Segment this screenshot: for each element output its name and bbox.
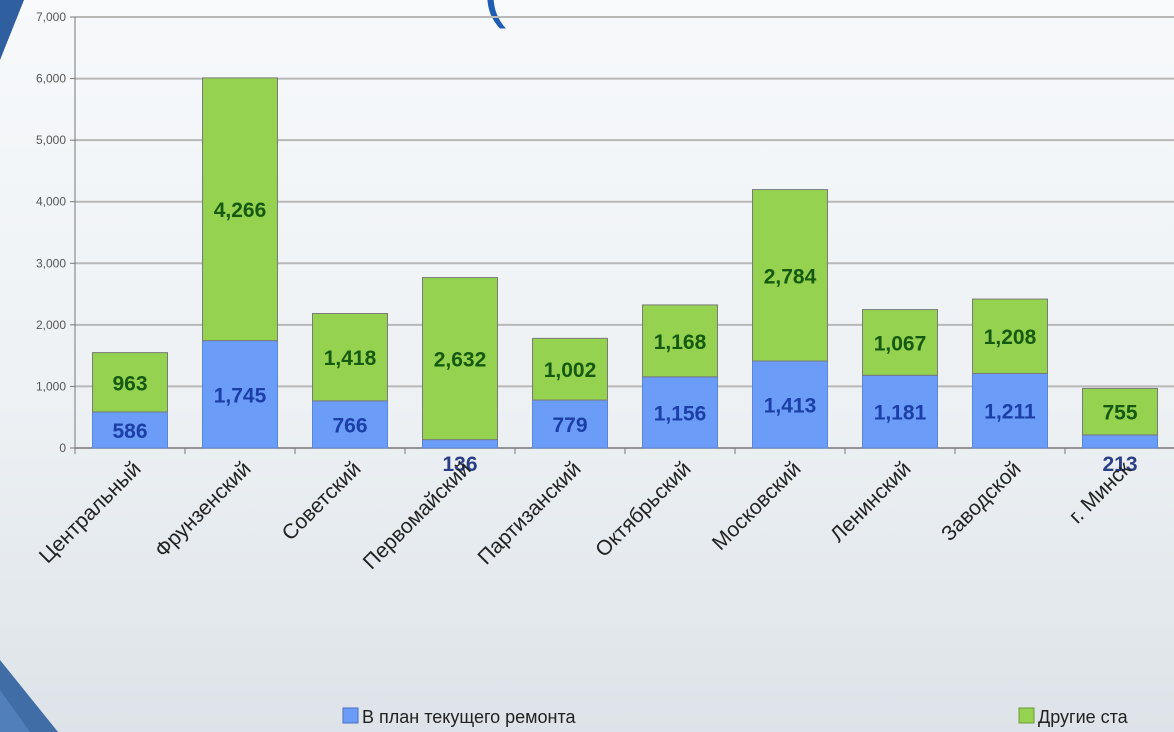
data-label-series0: 1,156	[654, 402, 707, 425]
bar-segment-series0[interactable]	[862, 374, 938, 449]
legend-label-series0: В план текущего ремонта	[362, 707, 577, 727]
bar-segment-series1[interactable]	[422, 277, 498, 441]
category-label: Ленинский	[826, 457, 915, 546]
bar-segment-series1[interactable]	[312, 313, 388, 402]
category-label: г. Минск	[1065, 457, 1136, 528]
y-tick-label: 5,000	[36, 133, 66, 147]
data-labels: 586 963 1,745 4,266 766 1,418 136 2,632 779 1,002…	[112, 199, 1137, 476]
legend-swatch-series0	[342, 707, 359, 724]
data-label-series1: 4,266	[214, 199, 267, 222]
bar-segment-series0[interactable]	[1082, 434, 1158, 449]
bar-segment-series1[interactable]	[862, 309, 938, 376]
bar-segment-series1[interactable]	[92, 352, 168, 413]
corner-ribbon-decoration	[0, 0, 58, 732]
data-label-series1: 2,784	[764, 265, 817, 288]
category-label: Советский	[278, 457, 366, 545]
data-label-series1: 963	[112, 372, 147, 395]
bar-segment-series0[interactable]	[312, 400, 388, 449]
bar-segment-series1[interactable]	[1082, 387, 1158, 436]
data-label-series0: 213	[1102, 453, 1137, 476]
bar-segment-series1[interactable]	[972, 298, 1048, 374]
bar-segment-series1[interactable]	[532, 337, 608, 401]
category-label: Партизанский	[474, 457, 586, 569]
category-labels: Центральный Фрунзенский СоветскийПервомайс…	[35, 457, 1136, 574]
data-label-series1: 1,002	[544, 359, 597, 382]
data-label-series1: 1,418	[324, 347, 377, 370]
category-label: Октябрьский	[591, 457, 695, 561]
data-label-series1: 755	[1102, 402, 1137, 425]
data-label-series0: 1,745	[214, 384, 267, 407]
data-label-series0: 1,181	[874, 402, 927, 425]
legend-item-series1[interactable]: Другие ста	[1018, 707, 1129, 727]
title-fragment: (	[483, 0, 506, 29]
data-label-series1: 2,632	[434, 349, 487, 372]
bar-segment-series0[interactable]	[422, 439, 498, 449]
bar-segment-series0[interactable]	[972, 372, 1048, 449]
y-tick-label: 3,000	[36, 256, 66, 270]
y-tick-label: 4,000	[36, 195, 66, 209]
category-label: Центральный	[35, 457, 146, 568]
data-label-series1: 1,168	[654, 331, 707, 354]
category-label: Заводской	[937, 457, 1025, 545]
y-tick-label: 1,000	[36, 379, 66, 393]
category-label: Московский	[708, 457, 806, 555]
legend-item-series0[interactable]: В план текущего ремонта	[342, 707, 577, 727]
data-label-series0: 586	[112, 420, 147, 443]
bars	[92, 77, 1158, 449]
data-label-series1: 1,208	[984, 326, 1037, 349]
y-tick-label: 2,000	[36, 318, 66, 332]
data-label-series0: 1,211	[984, 401, 1036, 424]
y-tick-label: 6,000	[36, 72, 66, 86]
bar-segment-series0[interactable]	[202, 340, 278, 449]
legend-label-series1: Другие ста	[1038, 707, 1129, 727]
y-tick-label: 0	[59, 441, 66, 455]
bar-segment-series1[interactable]	[202, 77, 278, 342]
data-label-series0: 779	[552, 414, 587, 437]
data-label-series0: 136	[442, 453, 477, 476]
data-label-series0: 1,413	[764, 394, 817, 417]
legend-swatch-series1	[1018, 707, 1035, 724]
y-tick-label: 7,000	[36, 10, 66, 24]
bar-segment-series1[interactable]	[642, 304, 718, 378]
bar-segment-series0[interactable]	[642, 376, 718, 449]
category-label: Фрунзенский	[151, 457, 256, 562]
data-label-series1: 1,067	[874, 332, 927, 355]
data-label-series0: 766	[332, 414, 367, 437]
category-label: Первомайский	[359, 457, 476, 574]
bar-segment-series0[interactable]	[92, 411, 168, 449]
bar-segment-series0[interactable]	[532, 399, 608, 449]
legend: В план текущего ремонта Другие ста	[342, 707, 1129, 727]
bar-segment-series1[interactable]	[752, 189, 828, 362]
